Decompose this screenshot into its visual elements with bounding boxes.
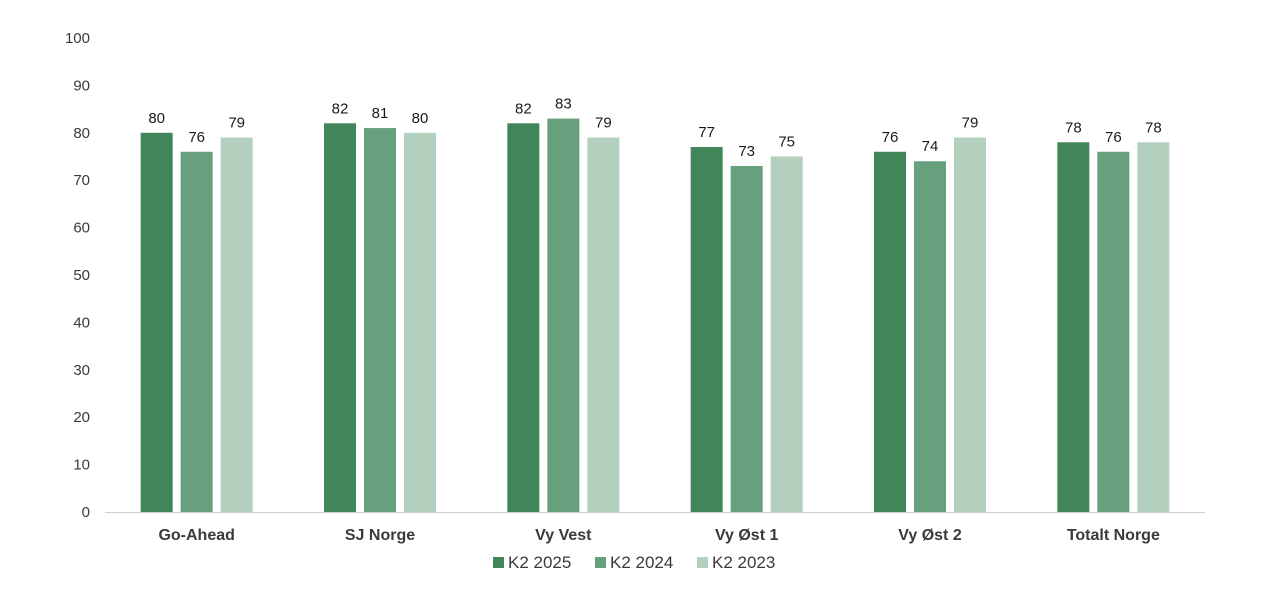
data-label: 80	[148, 110, 165, 127]
data-label: 78	[1065, 119, 1082, 136]
bar	[404, 132, 436, 513]
bar	[547, 118, 580, 512]
data-label: 80	[412, 110, 429, 127]
bar	[730, 165, 763, 513]
legend: K2 2025 K2 2024 K2 2023	[493, 553, 775, 572]
y-axis: 0 10 20 30 40 50 60 70 80 90 100	[65, 30, 90, 521]
data-labels: 80 76 79 82 81 80 82 83 79 77 73 75 76 74 79 78 76 78	[148, 96, 1161, 160]
bar	[324, 123, 356, 512]
data-label: 75	[778, 134, 795, 151]
bar	[180, 151, 213, 512]
bar	[1097, 151, 1130, 512]
data-label: 81	[372, 105, 389, 122]
legend-swatch	[493, 557, 504, 568]
data-label: 74	[922, 138, 939, 155]
bar	[1057, 142, 1090, 512]
data-label: 73	[738, 143, 755, 160]
x-tick-label: Vy Øst 1	[715, 527, 779, 544]
data-label: 79	[228, 115, 245, 132]
data-label: 76	[1105, 129, 1122, 146]
bar	[914, 161, 946, 513]
legend-item: K2 2024	[595, 553, 673, 572]
bar	[770, 156, 803, 512]
bars	[140, 118, 1170, 513]
legend-item: K2 2023	[697, 553, 775, 572]
x-tick-label: SJ Norge	[345, 527, 415, 544]
y-tick-label: 10	[73, 457, 90, 474]
x-tick-label: Vy Øst 2	[898, 527, 962, 544]
x-axis: Go-Ahead SJ Norge Vy Vest Vy Øst 1 Vy Øst 2 T…	[158, 527, 1160, 544]
bar	[364, 128, 396, 512]
bar	[954, 137, 986, 513]
bar	[507, 123, 540, 512]
data-label: 77	[698, 124, 715, 141]
bar	[690, 147, 723, 512]
data-label: 78	[1145, 119, 1162, 136]
data-label: 79	[962, 115, 979, 132]
y-tick-label: 60	[73, 220, 90, 237]
legend-label: K2 2023	[712, 553, 775, 572]
y-tick-label: 90	[73, 77, 90, 94]
y-tick-label: 80	[73, 125, 90, 142]
data-label: 76	[882, 129, 899, 146]
bar	[220, 137, 253, 513]
legend-label: K2 2024	[610, 553, 673, 572]
bar	[1137, 142, 1170, 512]
y-tick-label: 0	[82, 504, 90, 521]
y-tick-label: 40	[73, 314, 90, 331]
y-tick-label: 30	[73, 362, 90, 379]
legend-label: K2 2025	[508, 553, 571, 572]
y-tick-label: 70	[73, 172, 90, 189]
x-tick-label: Totalt Norge	[1067, 527, 1160, 544]
legend-swatch	[595, 557, 606, 568]
x-tick-label: Vy Vest	[535, 527, 592, 544]
legend-item: K2 2025	[493, 553, 571, 572]
data-label: 83	[555, 96, 572, 113]
data-label: 79	[595, 115, 612, 132]
x-tick-label: Go-Ahead	[158, 527, 234, 544]
legend-swatch	[697, 557, 708, 568]
data-label: 82	[332, 100, 349, 117]
data-label: 82	[515, 100, 532, 117]
y-tick-label: 50	[73, 267, 90, 284]
bar	[140, 132, 173, 513]
y-tick-label: 20	[73, 409, 90, 426]
y-tick-label: 100	[65, 30, 90, 47]
bar	[587, 137, 620, 513]
bar	[874, 151, 906, 512]
data-label: 76	[188, 129, 205, 146]
